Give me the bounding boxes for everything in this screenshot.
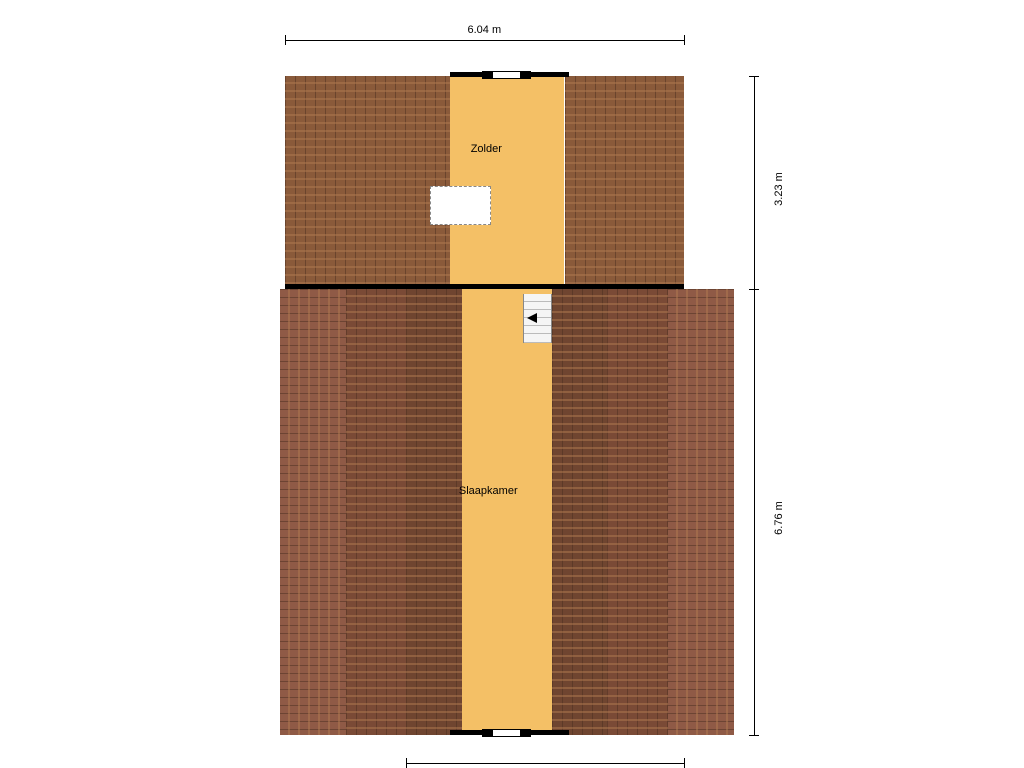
dim-right-tick-0 — [749, 76, 759, 77]
dim-bottom-line — [406, 763, 683, 764]
roof-panel-0 — [285, 76, 450, 284]
dim-top-label: 6.04 m — [454, 24, 514, 36]
roof-panel-3 — [406, 289, 461, 735]
dim-top-tick-l — [285, 35, 286, 45]
roof-panel-2 — [346, 289, 407, 735]
dim-top-tick-r — [684, 35, 685, 45]
floor-zolder — [450, 76, 564, 284]
dim-right-tick-2 — [749, 735, 759, 736]
window-0-cap-l — [482, 71, 492, 79]
dim-right-upper-line — [754, 76, 755, 289]
window-0-glass — [492, 71, 521, 79]
dim-bottom-tick-r — [684, 758, 685, 768]
window-0 — [482, 71, 531, 79]
floorplan-canvas: ZolderSlaapkamer6.04 m4.20 m3.23 m6.76 m — [0, 0, 1024, 768]
dim-bottom-tick-l — [406, 758, 407, 768]
dim-right-tick-1 — [749, 289, 759, 290]
window-0-cap-r — [521, 71, 531, 79]
dim-right-lower-label: 6.76 m — [772, 501, 784, 535]
stair-direction-arrow-icon — [527, 313, 537, 323]
wall-1 — [285, 284, 684, 289]
window-1-glass — [492, 729, 521, 737]
attic-opening — [430, 186, 491, 226]
dim-right-lower-line — [754, 289, 755, 735]
label-slaapkamer: Slaapkamer — [438, 485, 538, 497]
window-1-cap-l — [482, 729, 492, 737]
dim-right-upper-label: 3.23 m — [772, 172, 784, 206]
roof-panel-7 — [668, 289, 734, 735]
window-1-cap-r — [521, 729, 531, 737]
roof-panel-1 — [565, 76, 684, 284]
floor-slaapkamer — [462, 289, 552, 730]
roof-panel-5 — [607, 289, 668, 735]
roof-panel-4 — [552, 289, 607, 735]
dim-top-line — [285, 40, 684, 41]
label-zolder: Zolder — [436, 143, 536, 155]
roof-panel-6 — [280, 289, 346, 735]
window-1 — [482, 729, 531, 737]
